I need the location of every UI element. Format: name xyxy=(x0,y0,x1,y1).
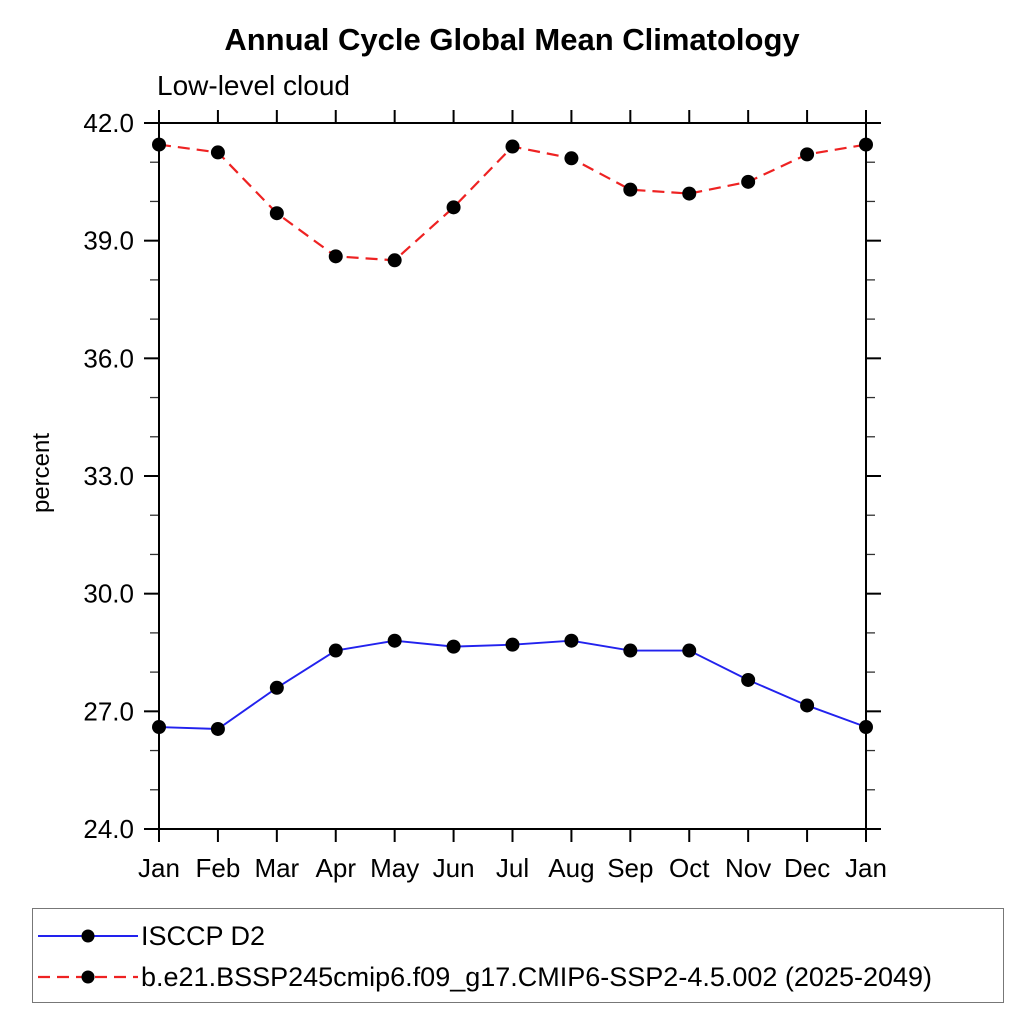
data-point-marker xyxy=(505,637,520,652)
data-point-marker xyxy=(446,200,461,215)
data-point-marker xyxy=(328,643,343,658)
y-axis-tick-label: 24.0 xyxy=(83,814,134,844)
y-axis-tick-label: 27.0 xyxy=(83,696,134,726)
series-line-1 xyxy=(158,143,867,262)
legend-line-sample-dashed xyxy=(38,970,138,984)
legend-label: b.e21.BSSP245cmip6.f09_g17.CMIP6-SSP2-4.… xyxy=(141,961,933,992)
x-axis-tick-label: Mar xyxy=(254,853,299,883)
x-axis-tick-label: Jan xyxy=(138,853,180,883)
legend-marker-dot xyxy=(81,929,95,943)
chart-title: Annual Cycle Global Mean Climatology xyxy=(224,22,800,57)
x-axis-tick-label: Aug xyxy=(548,853,594,883)
y-axis-tick-label: 36.0 xyxy=(83,343,134,373)
legend-label: ISCCP D2 xyxy=(141,920,266,951)
data-point-marker xyxy=(328,249,343,264)
x-axis-tick-label: Jan xyxy=(845,853,887,883)
data-point-marker xyxy=(623,643,638,658)
x-axis-tick-label: Jul xyxy=(496,853,529,883)
data-point-marker xyxy=(564,151,579,166)
data-point-marker xyxy=(210,721,225,736)
data-point-marker xyxy=(741,672,756,687)
data-point-marker xyxy=(682,643,697,658)
data-point-marker xyxy=(387,253,402,268)
plot-box xyxy=(158,122,867,830)
y-axis-tick-label: 30.0 xyxy=(83,579,134,609)
chart-subtitle: Low-level cloud xyxy=(157,70,350,101)
data-point-marker xyxy=(505,139,520,154)
data-point-marker xyxy=(269,206,284,221)
data-point-marker xyxy=(564,633,579,648)
data-point-marker xyxy=(741,174,756,189)
x-axis-tick-label: Jun xyxy=(433,853,475,883)
x-axis-tick-label: Feb xyxy=(196,853,241,883)
x-axis-tick-label: Sep xyxy=(607,853,653,883)
data-point-marker xyxy=(446,639,461,654)
legend-entry: b.e21.BSSP245cmip6.f09_g17.CMIP6-SSP2-4.… xyxy=(38,960,932,994)
legend-line-sample-solid xyxy=(38,929,138,943)
y-axis-tick-label: 42.0 xyxy=(83,108,134,138)
data-point-marker xyxy=(859,137,873,152)
x-axis-tick-label: Nov xyxy=(725,853,771,883)
data-point-marker xyxy=(859,720,873,735)
data-point-marker xyxy=(152,137,166,152)
legend-box: ISCCP D2 b.e21.BSSP245cmip6.f09_g17.CMIP6… xyxy=(32,908,1004,1003)
data-point-marker xyxy=(800,147,815,162)
data-point-marker xyxy=(623,182,638,197)
data-point-marker xyxy=(152,720,166,735)
y-axis-tick-label: 33.0 xyxy=(83,461,134,491)
x-axis-tick-label: Oct xyxy=(669,853,710,883)
x-axis-tick-label: May xyxy=(370,853,419,883)
legend-entry: ISCCP D2 xyxy=(38,919,265,953)
y-axis-tick-label: 39.0 xyxy=(83,226,134,256)
data-point-marker xyxy=(800,698,815,713)
data-point-marker xyxy=(387,633,402,648)
data-point-marker xyxy=(269,680,284,695)
series-line-0 xyxy=(158,639,867,730)
data-point-marker xyxy=(210,145,225,160)
x-axis-tick-label: Dec xyxy=(784,853,830,883)
x-axis-tick-label: Apr xyxy=(316,853,357,883)
legend-marker-dot xyxy=(81,970,95,984)
data-point-marker xyxy=(682,186,697,201)
